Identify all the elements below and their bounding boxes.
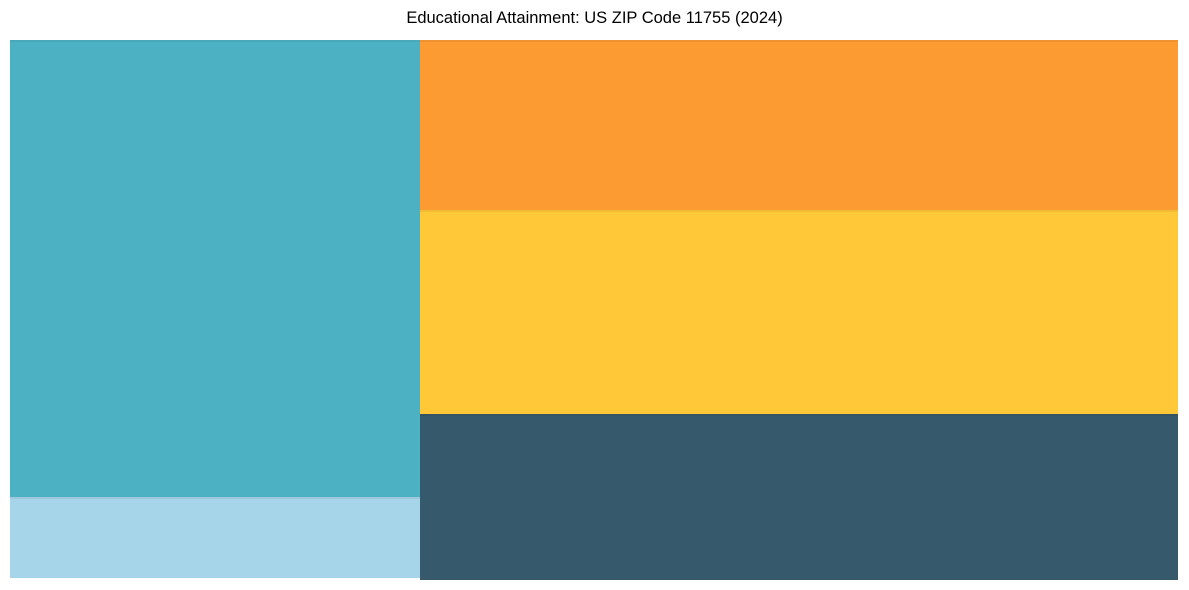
treemap-cell-teal[interactable] [10,40,420,497]
treemap-cell-light-blue[interactable] [10,497,420,578]
treemap-cell-yellow[interactable] [420,209,1178,414]
treemap-cell-orange[interactable] [420,40,1178,210]
treemap-plot [10,40,1178,580]
chart-title: Educational Attainment: US ZIP Code 1175… [406,9,783,27]
treemap-cell-dark-slate[interactable] [420,414,1178,580]
